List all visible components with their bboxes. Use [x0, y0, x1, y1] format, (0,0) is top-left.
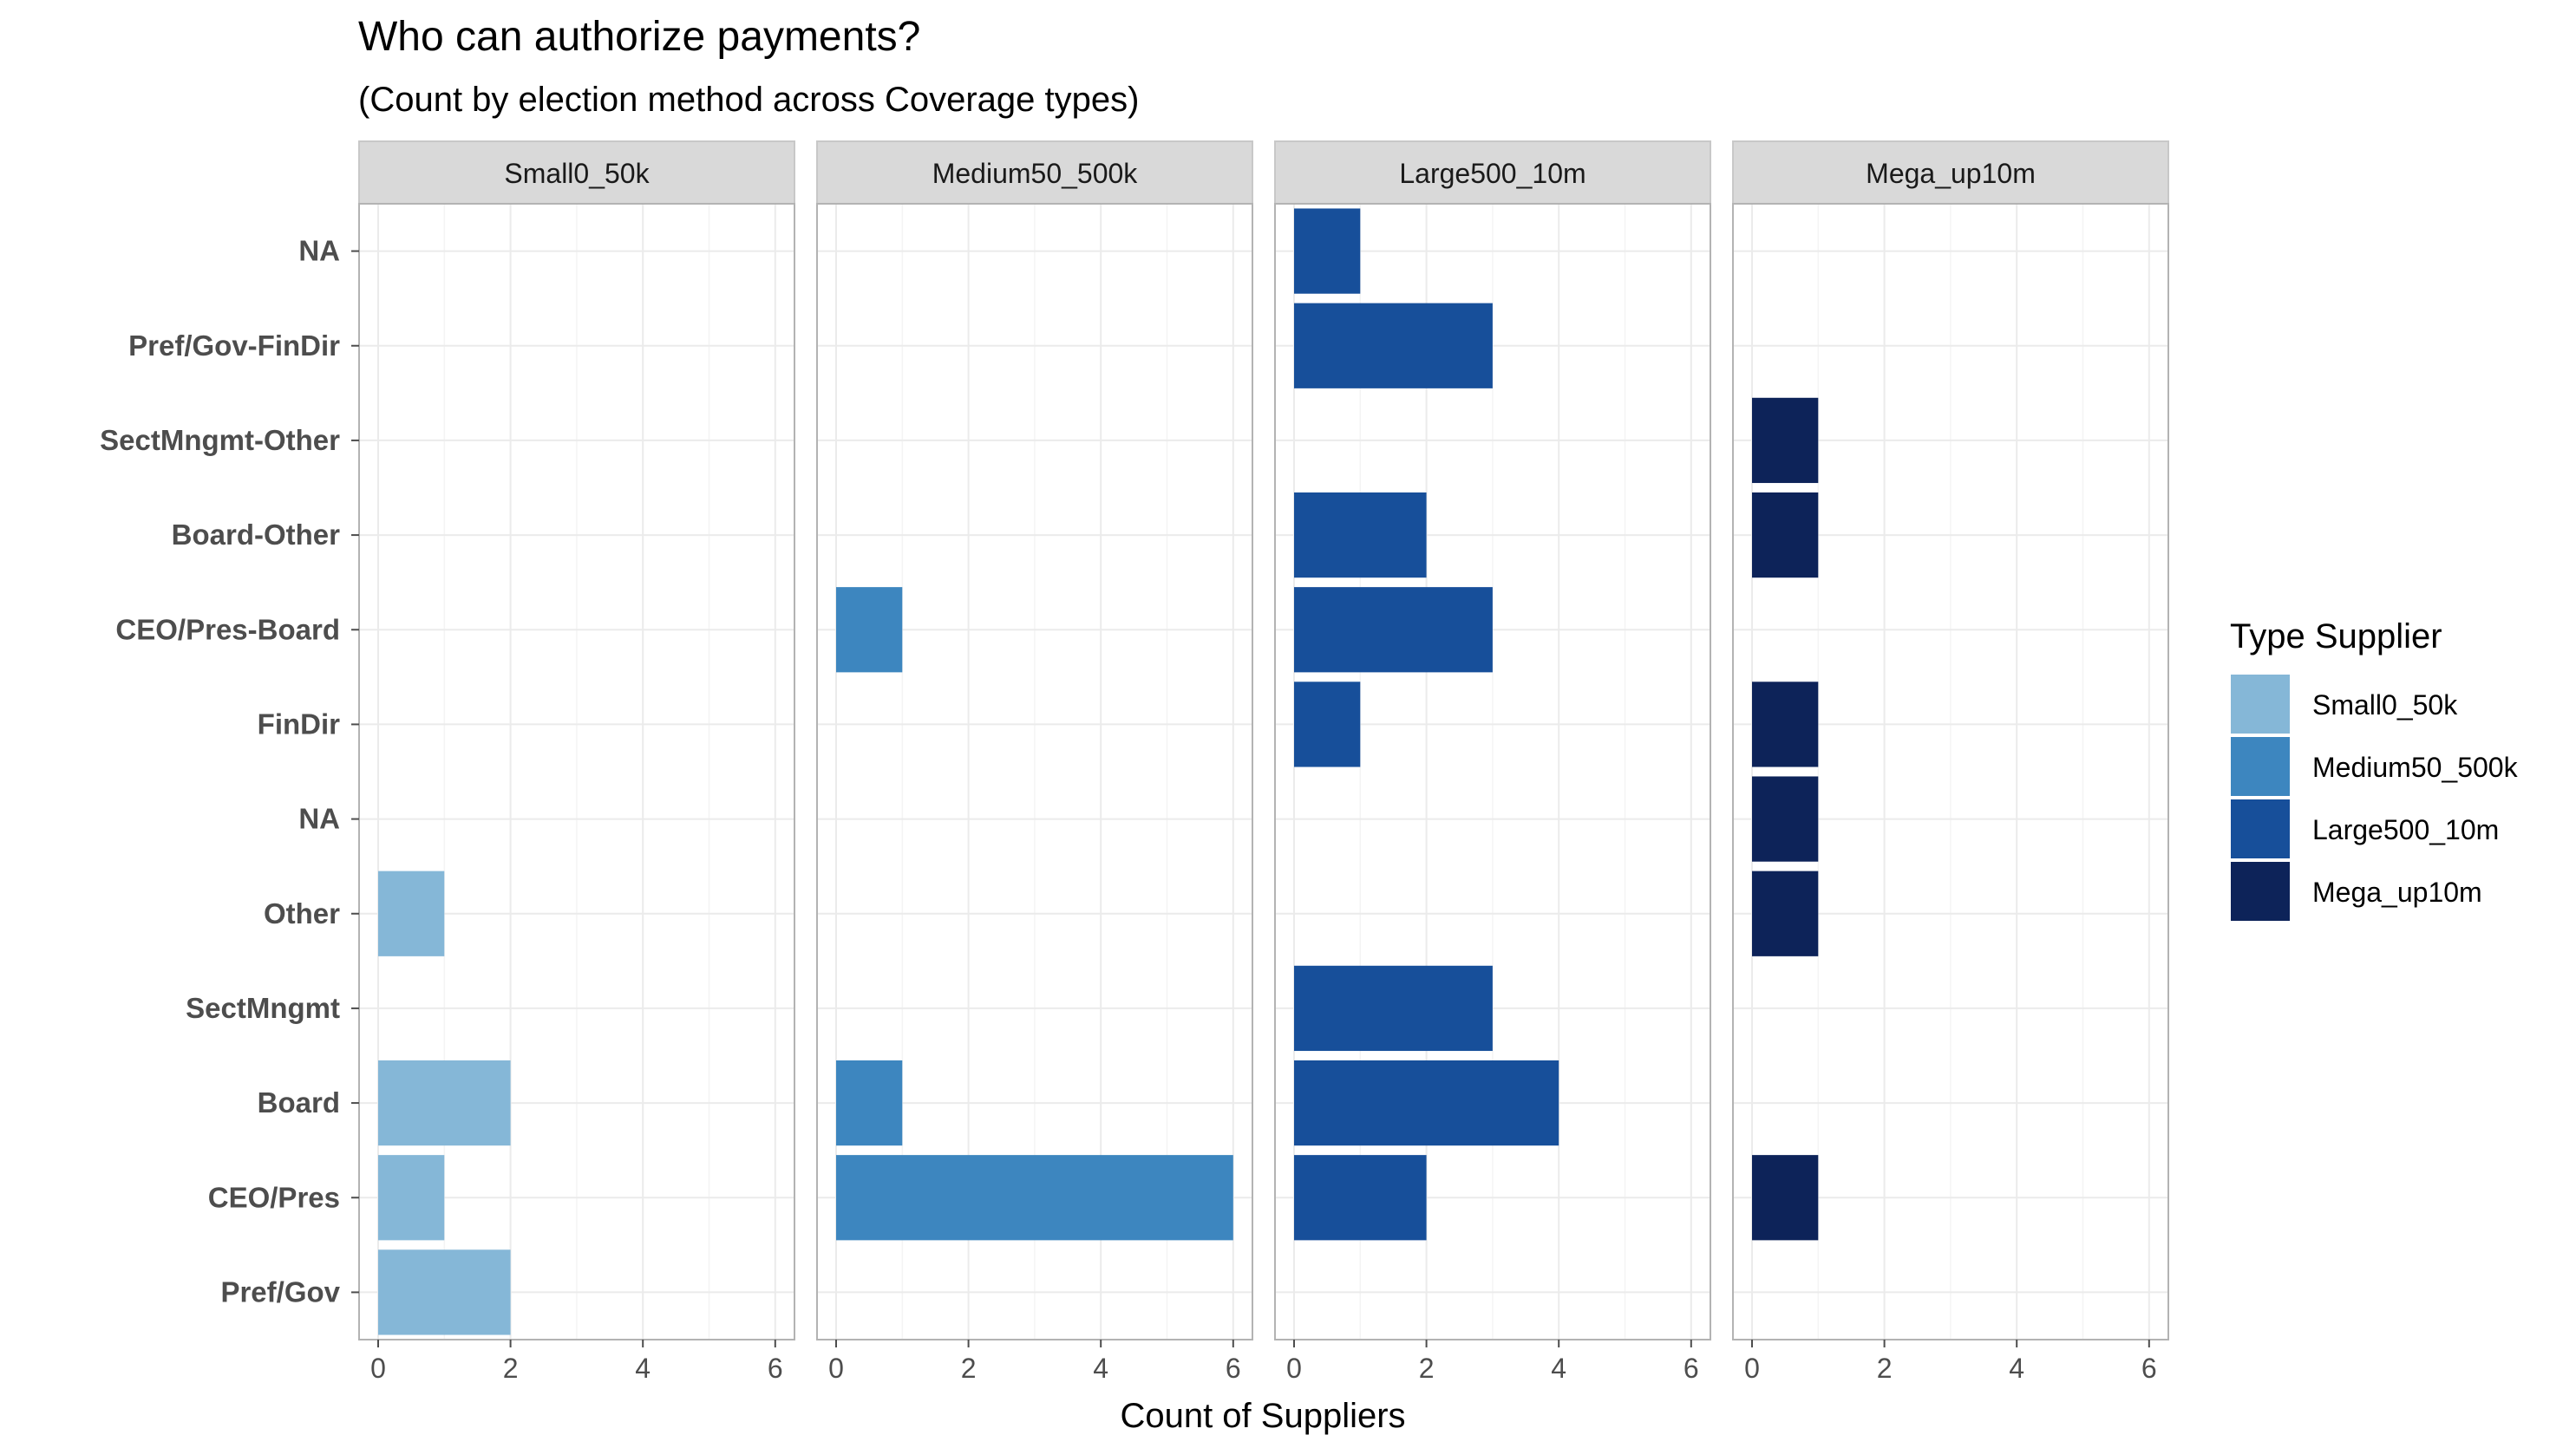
bar	[836, 587, 903, 673]
facet-strip-label: Medium50_500k	[932, 158, 1139, 189]
facet-strip-label: Small0_50k	[504, 158, 650, 189]
y-tick-label: NA	[298, 235, 340, 267]
bar	[836, 1155, 1233, 1241]
x-tick-label: 4	[2009, 1353, 2024, 1384]
x-tick-label: 4	[635, 1353, 651, 1384]
legend-key	[2231, 799, 2290, 858]
bar	[1752, 492, 1819, 578]
legend-label: Small0_50k	[2312, 689, 2458, 721]
bar	[836, 1060, 903, 1146]
facet-strip	[1732, 140, 2169, 205]
x-tick-label: 2	[1877, 1353, 1893, 1384]
bar	[378, 1060, 511, 1146]
legend-key	[2231, 737, 2290, 796]
legend-label: Large500_10m	[2312, 814, 2499, 845]
facet-panel: Medium50_500k 0 2 4 6	[816, 140, 1253, 1384]
x-tick-label: 6	[1226, 1353, 1241, 1384]
x-axis-title: Count of Suppliers	[1120, 1397, 1405, 1435]
bar	[1752, 1155, 1819, 1241]
legend-label: Medium50_500k	[2312, 752, 2519, 783]
bar	[378, 1155, 445, 1241]
y-tick-label: Other	[264, 897, 340, 929]
bar	[1752, 397, 1819, 484]
x-tick-label: 0	[1744, 1353, 1760, 1384]
bar	[378, 1249, 511, 1335]
bar	[378, 871, 445, 956]
facet-panel: Large500_10m 0 2 4 6	[1274, 140, 1711, 1384]
facet-strip-label: Large500_10m	[1399, 158, 1585, 189]
y-tick-label: Pref/Gov-FinDir	[128, 329, 340, 362]
y-tick-label: Board-Other	[172, 519, 341, 551]
chart-title: Who can authorize payments?	[358, 14, 920, 60]
x-tick-label: 6	[2141, 1353, 2157, 1384]
bar	[1752, 776, 1819, 862]
bar	[1294, 965, 1493, 1052]
legend-label: Mega_up10m	[2312, 877, 2482, 908]
x-tick-label: 4	[1093, 1353, 1108, 1384]
chart-subtitle: (Count by election method across Coverag…	[358, 81, 1139, 119]
y-axis-labels: NA Pref/Gov-FinDir SectMngmt-Other Board-Ot…	[100, 235, 359, 1308]
legend-title: Type Supplier	[2230, 617, 2442, 656]
bar	[1294, 587, 1493, 673]
panel-border	[816, 203, 1253, 1340]
facet-panel: Mega_up10m 0 2 4 6	[1732, 140, 2169, 1384]
x-tick-label: 4	[1551, 1353, 1566, 1384]
facet-panel: Small0_50k 0 2 4 6	[358, 140, 795, 1384]
y-tick-label: CEO/Pres-Board	[115, 613, 340, 645]
x-tick-label: 0	[1286, 1353, 1302, 1384]
bar	[1752, 682, 1819, 767]
y-tick-label: FinDir	[258, 708, 340, 740]
panel-border	[358, 203, 795, 1340]
panel-border	[1274, 203, 1711, 1340]
bar	[1294, 682, 1361, 767]
legend: Type Supplier Small0_50k Medium50_500k Lar…	[2230, 617, 2519, 921]
legend-key	[2231, 862, 2290, 921]
y-tick-label: CEO/Pres	[208, 1181, 340, 1213]
bar	[1294, 1060, 1559, 1146]
facet-strip	[1274, 140, 1711, 205]
y-tick-label: SectMngmt	[186, 992, 340, 1024]
x-tick-label: 2	[1419, 1353, 1435, 1384]
x-tick-label: 6	[1684, 1353, 1699, 1384]
facet-strip	[816, 140, 1253, 205]
x-tick-label: 0	[828, 1353, 844, 1384]
facet-strip-label: Mega_up10m	[1866, 158, 2036, 189]
y-tick-label: NA	[298, 803, 340, 835]
legend-key	[2231, 675, 2290, 734]
bar	[1294, 303, 1493, 388]
panel-border	[1732, 203, 2169, 1340]
bar	[1294, 1155, 1427, 1241]
y-tick-label: Pref/Gov	[220, 1275, 340, 1308]
bar	[1294, 492, 1427, 578]
x-tick-label: 0	[370, 1353, 386, 1384]
y-tick-label: Board	[258, 1086, 340, 1119]
y-tick-label: SectMngmt-Other	[100, 424, 340, 456]
facet-strip	[358, 140, 795, 205]
x-tick-label: 6	[768, 1353, 783, 1384]
x-tick-label: 2	[961, 1353, 977, 1384]
bar	[1752, 871, 1819, 956]
x-tick-label: 2	[503, 1353, 519, 1384]
bar	[1294, 208, 1361, 294]
